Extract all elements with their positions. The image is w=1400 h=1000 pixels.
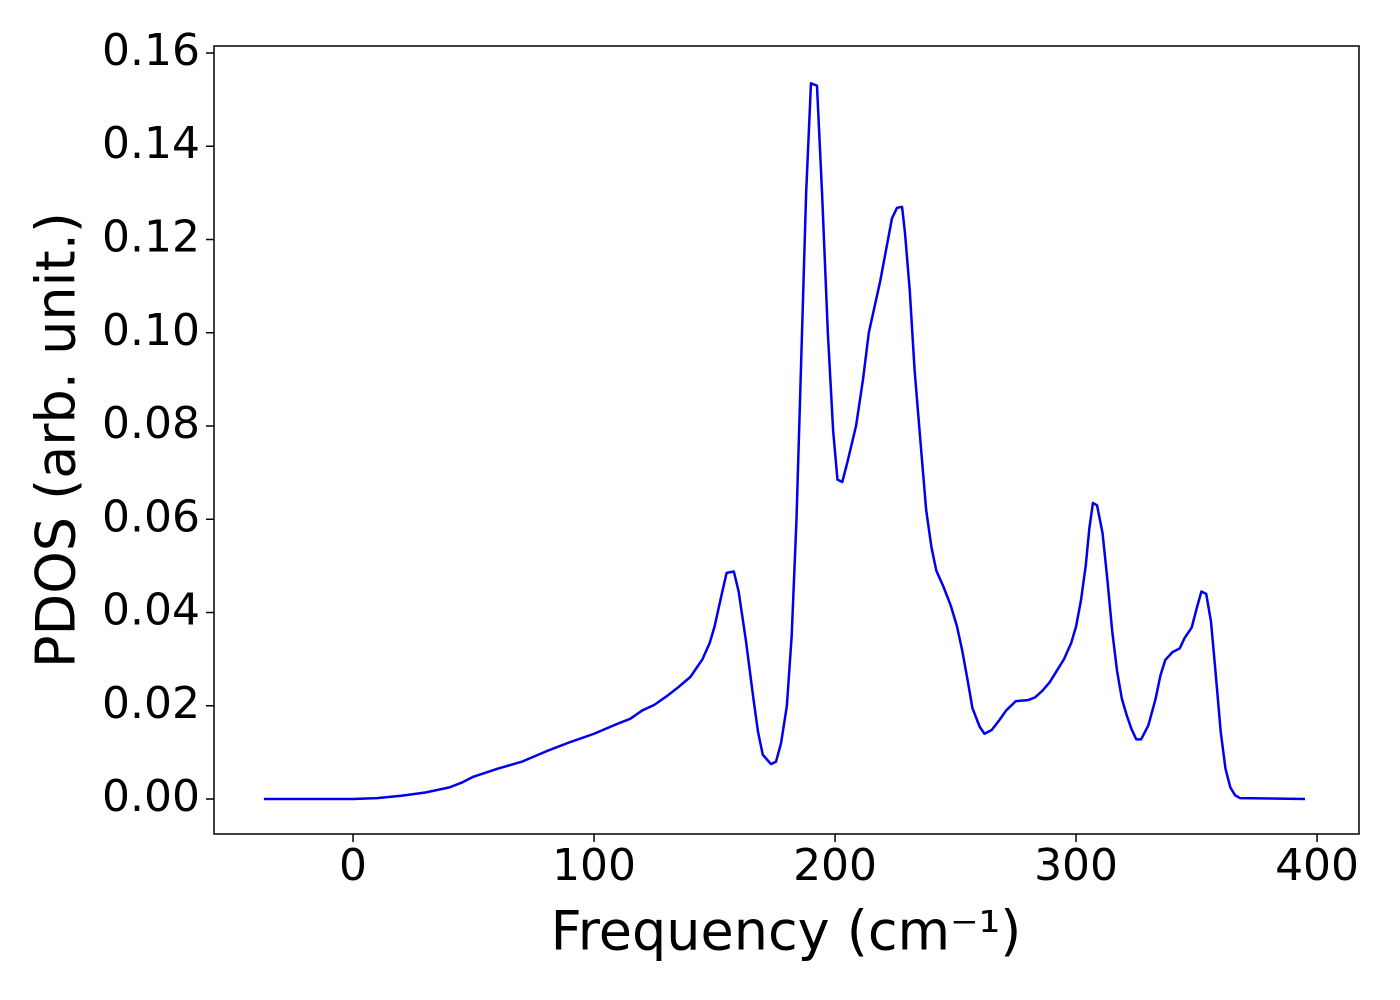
x-axis-label: Frequency (cm⁻¹) xyxy=(551,900,1022,963)
y-axis-label: PDOS (arb. unit.) xyxy=(25,212,88,668)
x-tick-label: 200 xyxy=(793,840,877,891)
x-tick-label: 400 xyxy=(1275,840,1359,891)
y-tick-label: 0.06 xyxy=(102,491,200,542)
x-tick-label: 0 xyxy=(339,840,367,891)
plot-frame xyxy=(213,45,1360,835)
y-tick-label: 0.12 xyxy=(102,212,200,263)
y-tick-label: 0.02 xyxy=(102,678,200,729)
x-tick-label: 300 xyxy=(1034,840,1118,891)
y-tick-label: 0.14 xyxy=(102,118,200,169)
y-tick-label: 0.16 xyxy=(102,25,200,76)
x-tick-label: 100 xyxy=(552,840,636,891)
y-tick-label: 0.04 xyxy=(102,585,200,636)
y-tick-label: 0.00 xyxy=(102,771,200,822)
y-tick-label: 0.10 xyxy=(102,305,200,356)
line-series xyxy=(263,82,1306,801)
y-tick-label: 0.08 xyxy=(102,398,200,449)
